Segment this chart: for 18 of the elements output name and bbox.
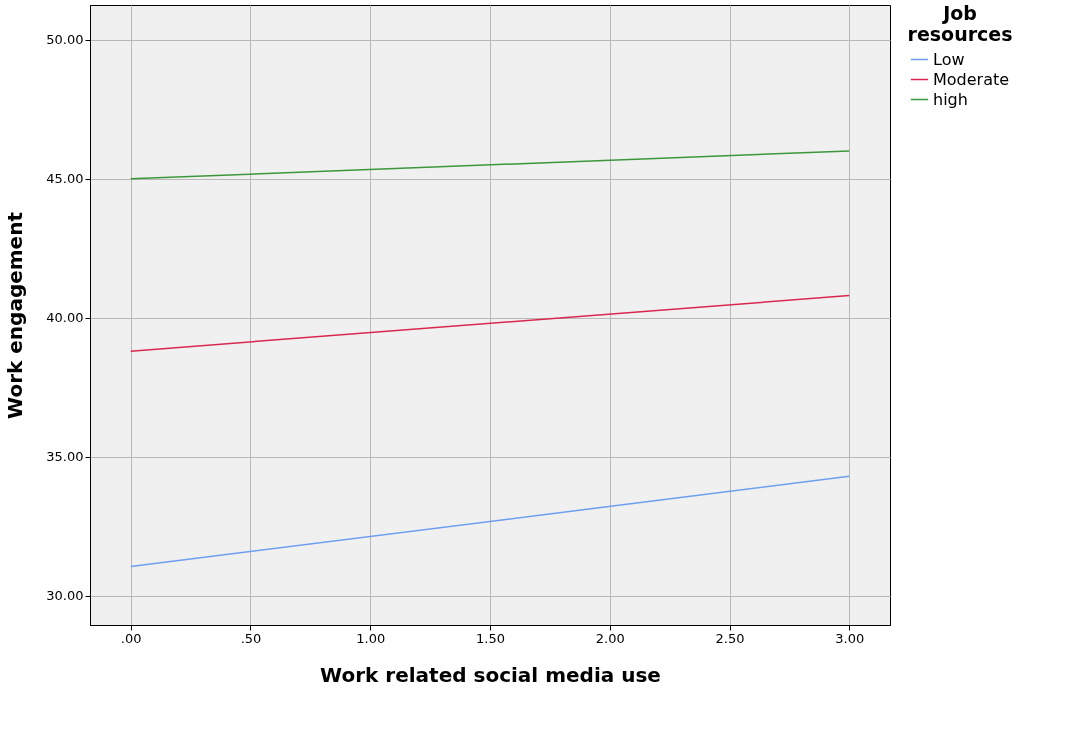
x-tick-label: .00 bbox=[120, 630, 142, 646]
x-axis-title: Work related social media use bbox=[320, 662, 661, 687]
y-tick-label: 35.00 bbox=[46, 449, 84, 465]
y-tick-label: 30.00 bbox=[46, 588, 84, 604]
x-tick-label: 3.00 bbox=[835, 630, 865, 646]
legend-label: high bbox=[933, 89, 968, 109]
y-tick-label: 45.00 bbox=[46, 171, 84, 187]
x-tick-label: 2.50 bbox=[715, 630, 745, 646]
y-tick-label: 40.00 bbox=[46, 310, 84, 326]
y-axis-title: Work engagement bbox=[3, 211, 28, 419]
x-tick-label: 2.00 bbox=[595, 630, 625, 646]
legend-label: Low bbox=[933, 49, 965, 69]
x-tick-label: 1.00 bbox=[356, 630, 386, 646]
legend-title: Job resources bbox=[907, 2, 1013, 45]
legend-label: Moderate bbox=[933, 69, 1010, 89]
x-tick-label: .50 bbox=[240, 630, 262, 646]
y-tick-label: 50.00 bbox=[46, 32, 84, 48]
x-tick-label: 1.50 bbox=[476, 630, 505, 646]
